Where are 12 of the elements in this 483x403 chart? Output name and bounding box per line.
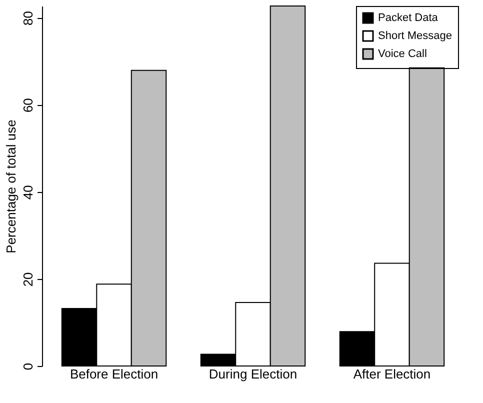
- y-tick-label: 40: [20, 185, 36, 200]
- legend-label: Packet Data: [378, 12, 439, 24]
- x-tick-label: After Election: [353, 366, 431, 382]
- y-tick-label: 0: [20, 362, 36, 370]
- y-tick-label: 60: [20, 98, 36, 113]
- y-tick-label: 80: [20, 11, 36, 26]
- y-axis-title: Percentage of total use: [4, 120, 18, 254]
- legend-label: Short Message: [378, 30, 452, 42]
- y-tick-label: 20: [20, 272, 36, 287]
- legend-label: Voice Call: [378, 48, 427, 60]
- x-tick-label: Before Election: [70, 366, 158, 382]
- x-tick-label: During Election: [208, 366, 298, 382]
